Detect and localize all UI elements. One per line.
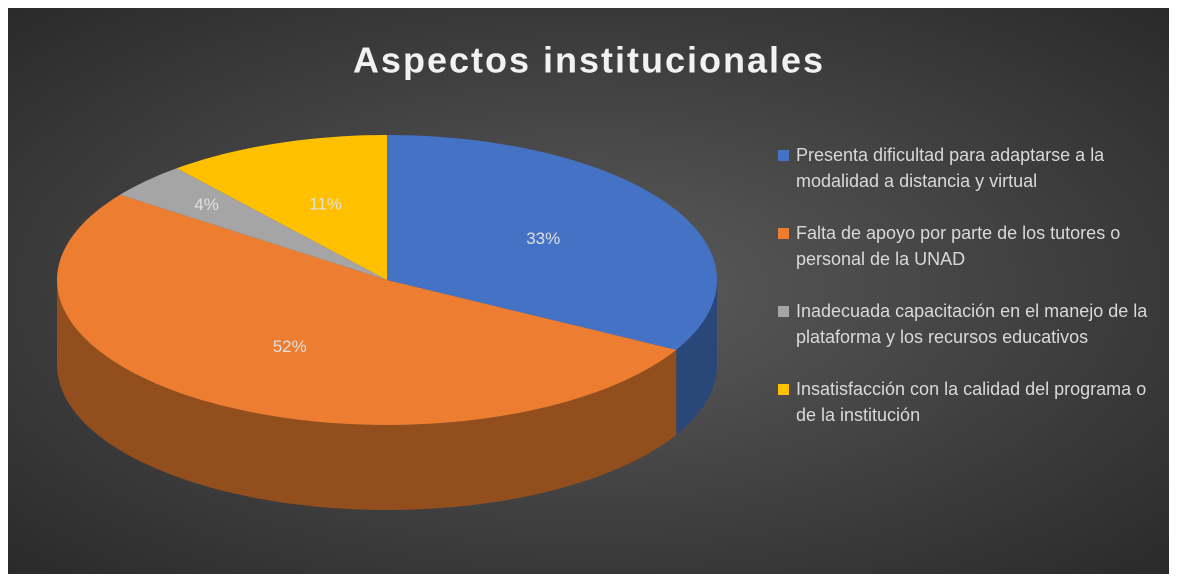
legend-item: Presenta dificultad para adaptarse a la … bbox=[778, 142, 1158, 194]
legend-swatch bbox=[778, 150, 789, 161]
chart-canvas: Aspectos institucionales 33% 52% 4% 11% bbox=[57, 40, 825, 510]
data-label: 11% bbox=[309, 194, 342, 213]
slice bbox=[120, 168, 387, 280]
legend-item: Inadecuada capacitación en el manejo de … bbox=[778, 298, 1158, 350]
slice bbox=[176, 135, 387, 280]
slice-side bbox=[676, 280, 717, 435]
legend-item: Insatisfacción con la calidad del progra… bbox=[778, 376, 1158, 428]
legend-label: Insatisfacción con la calidad del progra… bbox=[796, 379, 1147, 425]
legend-swatch bbox=[778, 306, 789, 317]
data-label: 4% bbox=[194, 195, 219, 214]
legend-swatch bbox=[778, 384, 789, 395]
slice bbox=[57, 194, 677, 425]
chart: Aspectos institucionales 33% 52% 4% 11% Pre… bbox=[8, 8, 1169, 574]
data-label: 52% bbox=[273, 337, 307, 356]
slice-side bbox=[57, 280, 677, 510]
data-label: 33% bbox=[526, 229, 560, 248]
legend-label: Presenta dificultad para adaptarse a la … bbox=[796, 145, 1105, 191]
legend-swatch bbox=[778, 228, 789, 239]
slice bbox=[387, 135, 717, 350]
legend-label: Falta de apoyo por parte de los tutores … bbox=[796, 223, 1121, 269]
legend-label: Inadecuada capacitación en el manejo de … bbox=[796, 301, 1148, 347]
chart-title: Aspectos institucionales bbox=[353, 40, 825, 81]
legend: Presenta dificultad para adaptarse a la … bbox=[778, 142, 1158, 454]
legend-item: Falta de apoyo por parte de los tutores … bbox=[778, 220, 1158, 272]
